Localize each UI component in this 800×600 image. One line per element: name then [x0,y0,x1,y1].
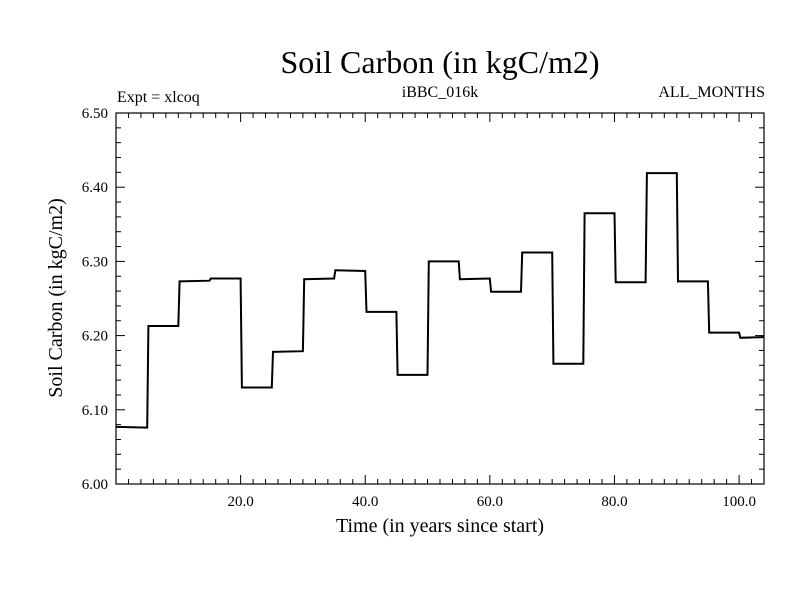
x-axis-label: Time (in years since start) [336,515,544,537]
y-tick-label: 6.50 [82,106,108,122]
chart-title: Soil Carbon (in kgC/m2) [280,44,599,80]
period-label: ALL_MONTHS [658,84,765,101]
x-tick-label: 100.0 [722,494,756,510]
series-line-soil-carbon [115,172,765,429]
plot-frame [115,112,765,485]
tick-labels: 20.0 40.0 60.0 80.0 100.0 6.00 6.10 6.20 6.30 6.4… [82,106,756,510]
x-tick-label: 40.0 [352,494,378,510]
x-tick-label: 20.0 [227,494,253,510]
y-tick-label: 6.30 [82,254,108,270]
y-tick-label: 6.00 [82,477,108,493]
x-tick-label: 60.0 [477,494,503,510]
experiment-label: Expt = xlcoq [117,89,200,106]
y-tick-label: 6.20 [82,329,108,345]
y-tick-label: 6.10 [82,403,108,419]
y-tick-label: 6.40 [82,180,108,196]
axis-ticks [116,113,764,484]
run-id-label: iBBC_016k [402,84,478,101]
x-tick-label: 80.0 [601,494,627,510]
y-axis-label: Soil Carbon (in kgC/m2) [45,198,67,397]
